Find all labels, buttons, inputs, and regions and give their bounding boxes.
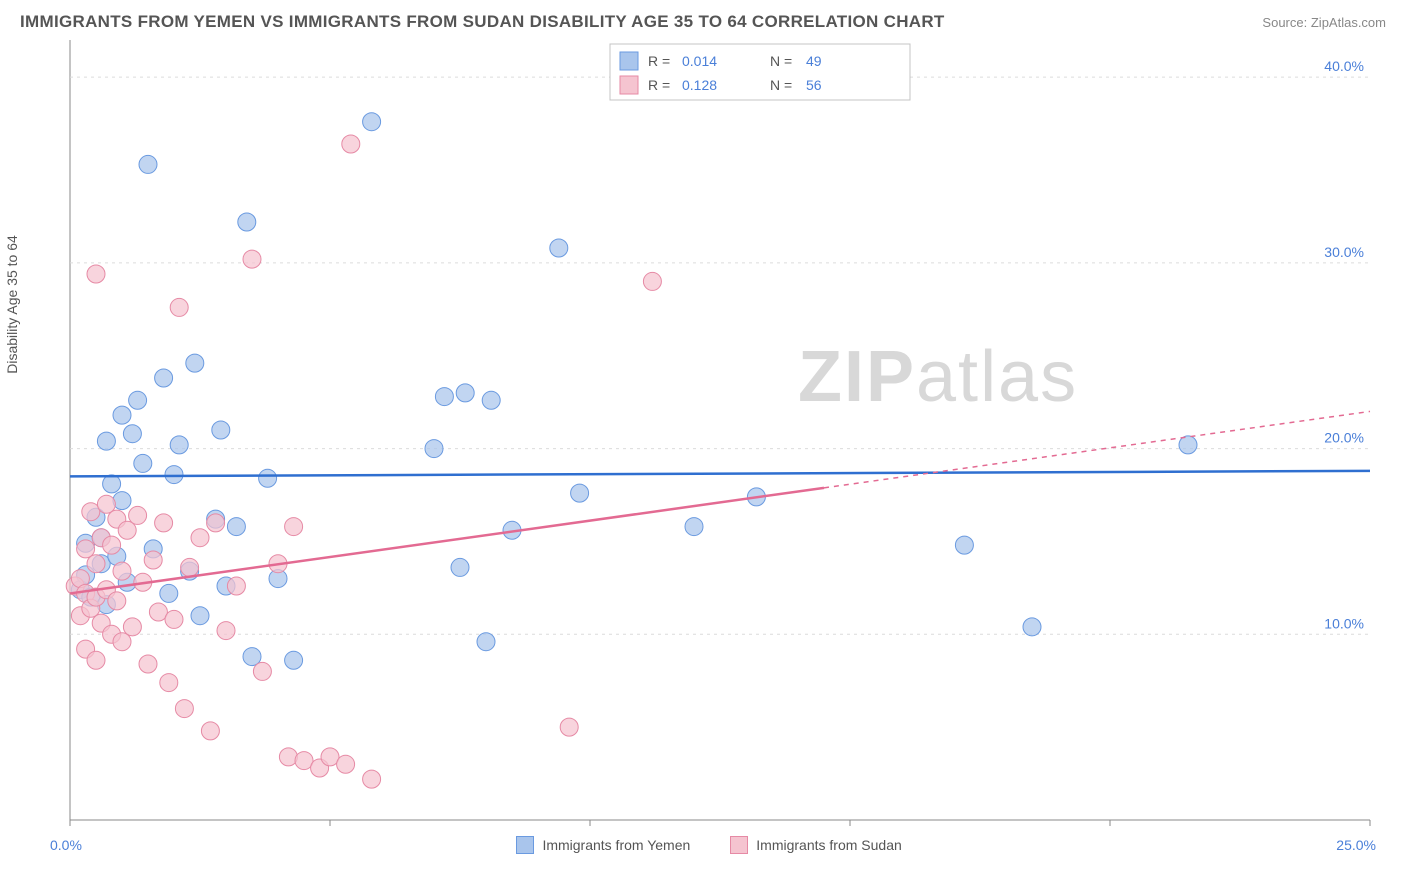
stat-legend: R = 0.014 N = 49 R = 0.128 N = 56	[610, 44, 910, 100]
x-axis-max-label: 25.0%	[1336, 837, 1376, 853]
data-point	[155, 369, 173, 387]
data-point	[165, 466, 183, 484]
legend-label: Immigrants from Yemen	[542, 837, 690, 853]
data-point	[477, 633, 495, 651]
trend-line	[70, 488, 824, 594]
x-axis-min-label: 0.0%	[50, 837, 82, 853]
data-point	[144, 551, 162, 569]
trend-line-extrapolated	[824, 411, 1370, 487]
data-point	[1023, 618, 1041, 636]
data-point	[87, 265, 105, 283]
scatter-chart: 10.0% 20.0% 30.0% 40.0% R = 0.014 N = 49 R = 0.12…	[20, 40, 1386, 830]
data-point	[139, 655, 157, 673]
data-point	[160, 674, 178, 692]
data-point	[253, 662, 271, 680]
data-point	[337, 755, 355, 773]
y-tick-label: 10.0%	[1324, 615, 1364, 631]
data-point	[451, 558, 469, 576]
data-point	[181, 558, 199, 576]
data-point	[139, 155, 157, 173]
data-point	[550, 239, 568, 257]
source-label: Source:	[1262, 15, 1307, 30]
data-point	[103, 475, 121, 493]
data-point	[571, 484, 589, 502]
legend-stat: N =	[770, 77, 792, 93]
data-point	[175, 700, 193, 718]
data-point	[212, 421, 230, 439]
data-point	[97, 432, 115, 450]
legend-item: Immigrants from Yemen	[516, 836, 690, 854]
legend-swatch	[516, 836, 534, 854]
data-point	[243, 250, 261, 268]
data-point	[363, 770, 381, 788]
bottom-legend: 0.0% Immigrants from YemenImmigrants fro…	[0, 830, 1406, 854]
data-point	[207, 514, 225, 532]
data-point	[217, 622, 235, 640]
data-point	[425, 440, 443, 458]
data-point	[108, 592, 126, 610]
chart-header: IMMIGRANTS FROM YEMEN VS IMMIGRANTS FROM…	[0, 0, 1406, 40]
source-link[interactable]: ZipAtlas.com	[1311, 15, 1386, 30]
legend-label: Immigrants from Sudan	[756, 837, 902, 853]
data-point	[643, 272, 661, 290]
legend-item: Immigrants from Sudan	[730, 836, 902, 854]
legend-swatch	[730, 836, 748, 854]
data-point	[129, 391, 147, 409]
data-point	[113, 406, 131, 424]
data-point	[134, 454, 152, 472]
legend-stat: 49	[806, 53, 822, 69]
data-point	[238, 213, 256, 231]
legend-swatch	[620, 76, 638, 94]
data-point	[560, 718, 578, 736]
y-tick-label: 40.0%	[1324, 58, 1364, 74]
data-point	[482, 391, 500, 409]
legend-stat: 56	[806, 77, 822, 93]
data-point	[685, 518, 703, 536]
data-point	[123, 618, 141, 636]
data-point	[201, 722, 219, 740]
data-point	[186, 354, 204, 372]
legend-stat: 0.128	[682, 77, 717, 93]
data-point	[113, 562, 131, 580]
data-point	[259, 469, 277, 487]
data-point	[227, 577, 245, 595]
data-point	[435, 388, 453, 406]
legend-stat: R =	[648, 53, 670, 69]
data-point	[191, 529, 209, 547]
data-point	[170, 436, 188, 454]
data-point	[279, 748, 297, 766]
y-axis-label: Disability Age 35 to 64	[4, 235, 20, 374]
data-point	[285, 651, 303, 669]
chart-area: Disability Age 35 to 64 10.0%20.0%30.0%4…	[20, 40, 1386, 830]
source-attribution: Source: ZipAtlas.com	[1262, 15, 1386, 30]
data-point	[129, 506, 147, 524]
legend-swatch	[620, 52, 638, 70]
data-point	[1179, 436, 1197, 454]
y-tick-label: 20.0%	[1324, 430, 1364, 446]
data-point	[123, 425, 141, 443]
legend-stat: 0.014	[682, 53, 717, 69]
data-point	[342, 135, 360, 153]
data-point	[285, 518, 303, 536]
data-point	[165, 610, 183, 628]
data-point	[170, 298, 188, 316]
chart-title: IMMIGRANTS FROM YEMEN VS IMMIGRANTS FROM…	[20, 12, 945, 32]
data-point	[363, 113, 381, 131]
y-tick-label: 30.0%	[1324, 244, 1364, 260]
data-point	[103, 536, 121, 554]
data-point	[955, 536, 973, 554]
data-point	[113, 492, 131, 510]
data-point	[160, 584, 178, 602]
data-point	[191, 607, 209, 625]
data-point	[87, 555, 105, 573]
data-point	[227, 518, 245, 536]
data-point	[456, 384, 474, 402]
series-legend: Immigrants from Yemen Immigrants from Sud…	[516, 836, 901, 854]
legend-stat: R =	[648, 77, 670, 93]
legend-stat: N =	[770, 53, 792, 69]
data-point	[155, 514, 173, 532]
data-point	[87, 651, 105, 669]
